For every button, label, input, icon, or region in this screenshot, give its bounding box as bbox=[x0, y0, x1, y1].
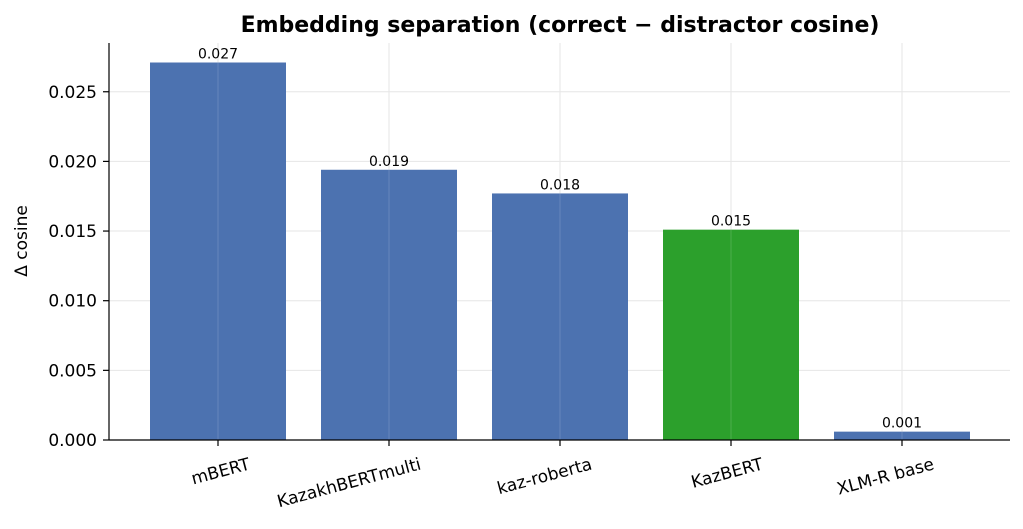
data-label: 0.018 bbox=[540, 177, 580, 193]
axes bbox=[103, 43, 1010, 446]
x-tick-label: XLM-R base bbox=[835, 455, 936, 500]
data-label: 0.001 bbox=[882, 416, 922, 432]
bars bbox=[150, 62, 970, 440]
y-tick-label: 0.010 bbox=[48, 292, 97, 312]
bar bbox=[150, 62, 286, 440]
bar bbox=[834, 431, 970, 440]
chart-title: Embedding separation (correct − distract… bbox=[241, 13, 880, 38]
y-tick-label: 0.020 bbox=[48, 152, 97, 172]
y-tick-label: 0.015 bbox=[48, 222, 97, 242]
x-tick-label: kaz-roberta bbox=[495, 455, 594, 500]
bar bbox=[492, 193, 628, 440]
x-tick-label: KazakhBERTmulti bbox=[275, 455, 423, 513]
x-tick-label: KazBERT bbox=[689, 454, 766, 493]
y-tick-label: 0.005 bbox=[48, 361, 97, 381]
data-label: 0.019 bbox=[369, 154, 409, 170]
y-tick-label: 0.025 bbox=[48, 83, 97, 103]
data-label: 0.015 bbox=[711, 214, 751, 230]
x-tick-label: mBERT bbox=[189, 454, 253, 489]
y-axis-label: Δ cosine bbox=[12, 205, 32, 277]
y-tick-label: 0.000 bbox=[48, 431, 97, 451]
data-label: 0.027 bbox=[198, 47, 238, 63]
bar bbox=[663, 229, 799, 440]
bar bbox=[321, 169, 457, 440]
